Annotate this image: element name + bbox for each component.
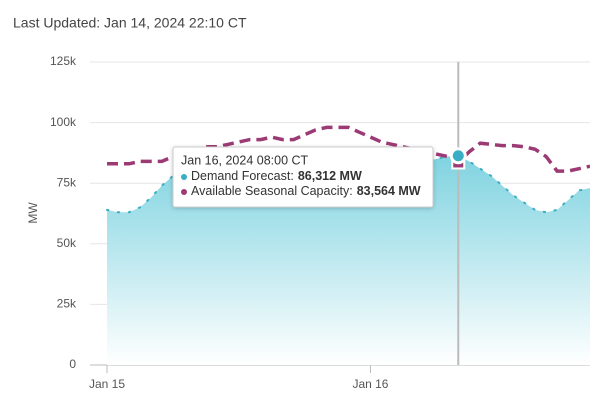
- last-updated: Last Updated: Jan 14, 2024 22:10 CT: [13, 15, 247, 31]
- tooltip-value: 83,564 MW: [357, 184, 421, 198]
- y-tick-label: 125k: [50, 54, 77, 68]
- y-tick-label: 50k: [57, 236, 77, 250]
- tooltip-dot: [181, 189, 187, 195]
- tooltip-label: Demand Forecast:: [191, 169, 294, 183]
- y-tick-label: 25k: [57, 297, 77, 311]
- capacity-line: [107, 125, 590, 173]
- x-tick-label: Jan 15: [89, 377, 125, 391]
- tooltip-box: [172, 146, 434, 208]
- tooltip-item: Available Seasonal Capacity: 83,564 MW: [191, 184, 421, 198]
- y-tick-label: 75k: [57, 175, 77, 189]
- tooltip-title: Jan 16, 2024 08:00 CT: [181, 153, 309, 167]
- y-tick-label: 100k: [50, 115, 77, 129]
- tooltip: Jan 16, 2024 08:00 CT Demand Forecast: 86,…: [172, 146, 434, 208]
- tooltip-dot: [181, 174, 187, 180]
- y-tick-label: 0: [69, 357, 76, 371]
- tooltip-item: Demand Forecast: 86,312 MW: [191, 169, 362, 183]
- x-tick-label: Jan 16: [352, 377, 388, 391]
- tooltip-value: 86,312 MW: [298, 169, 362, 183]
- demand-area: [107, 155, 590, 365]
- tooltip-label: Available Seasonal Capacity:: [191, 184, 353, 198]
- y-axis-title: MW: [26, 202, 40, 224]
- hover-marker: [449, 147, 467, 165]
